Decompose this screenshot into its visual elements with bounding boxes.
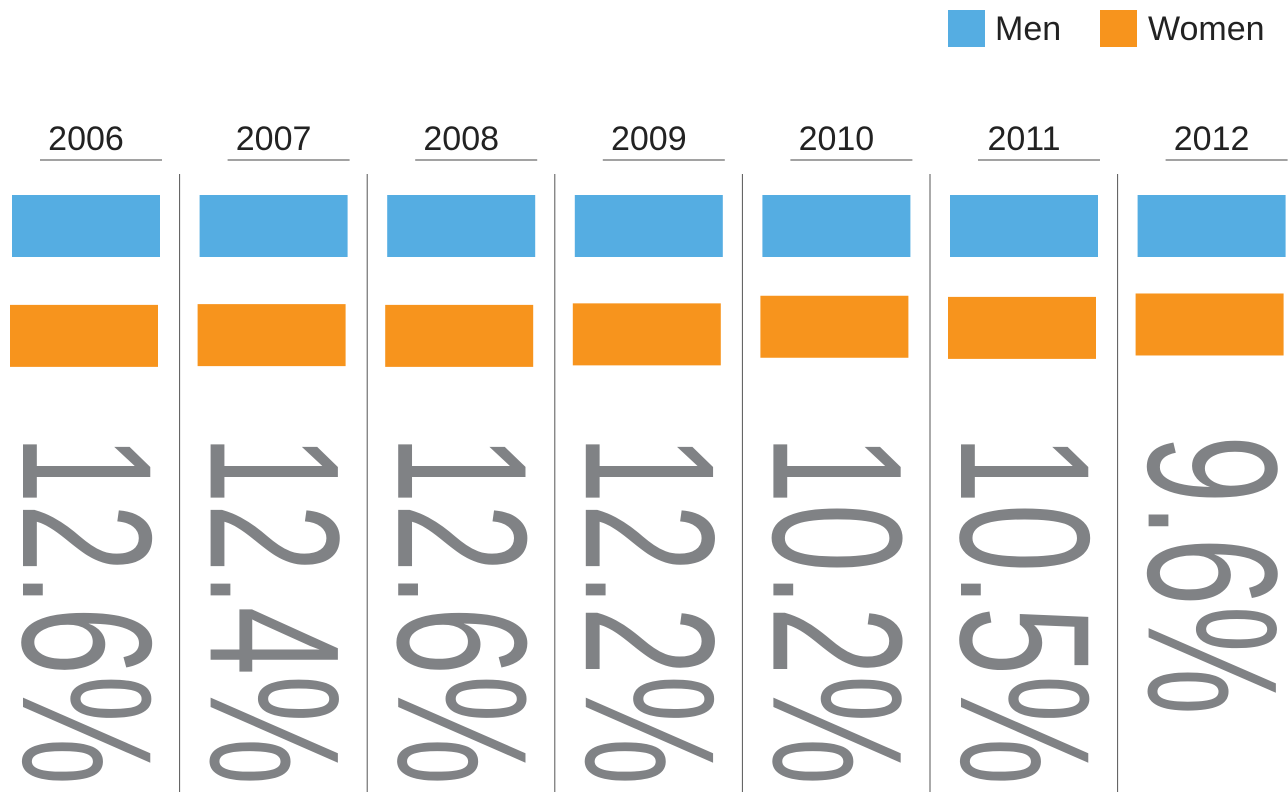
value-label: 9.6% [1109, 435, 1288, 715]
x-tick-label: 2006 [48, 120, 124, 158]
women-bar [948, 296, 1096, 359]
x-tick-label: 2007 [236, 120, 312, 158]
men-bar [762, 195, 911, 257]
legend-swatch [1100, 10, 1137, 47]
men-bar [199, 195, 348, 257]
x-tick-label: 2012 [1174, 120, 1250, 158]
legend-label: Men [995, 10, 1061, 48]
x-tick-label: 2009 [611, 120, 687, 158]
x-tick-label: 2008 [423, 120, 499, 158]
women-bar [572, 303, 721, 366]
value-label: 12.4% [171, 435, 377, 785]
men-bar [1137, 195, 1286, 257]
x-tick-label: 2010 [799, 120, 875, 158]
x-tick-label: 2011 [987, 120, 1060, 158]
value-label: 12.2% [546, 435, 752, 785]
men-bar [387, 195, 536, 257]
men-bar [12, 195, 160, 257]
value-label: 12.6% [0, 435, 189, 785]
legend-swatch [948, 10, 985, 47]
value-label: 10.5% [921, 435, 1127, 785]
women-bar [197, 304, 346, 367]
women-bar [760, 295, 909, 358]
men-bar [950, 195, 1098, 257]
men-bar [574, 195, 723, 257]
legend-label: Women [1148, 10, 1265, 48]
women-bar [1135, 293, 1284, 356]
value-label: 10.2% [733, 435, 939, 785]
women-bar [385, 304, 534, 367]
women-bar [10, 304, 158, 367]
value-label: 12.6% [358, 435, 564, 785]
